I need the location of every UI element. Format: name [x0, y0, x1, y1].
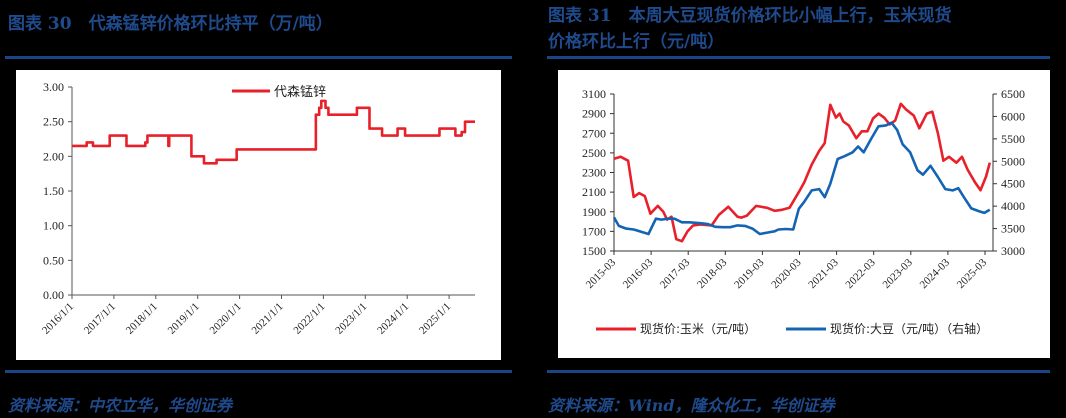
- right-figure-title-line2: 价格环比上行（元/吨）: [548, 32, 725, 52]
- left-figure-title: 图表 30 代森锰锌价格环比持平（万/吨）: [8, 14, 333, 34]
- left-y-tick-label: 0.00: [43, 288, 64, 302]
- right-axis-tick-label: 6000: [1001, 109, 1025, 123]
- right-title-rule: [547, 56, 1050, 59]
- right-x-tick-label: 2021-03: [806, 256, 841, 291]
- left-source-note: 资料来源：中农立华，华创证券: [8, 396, 233, 415]
- left-axis-tick-label: 2700: [582, 126, 606, 140]
- right-x-tick-label: 2023-03: [881, 256, 916, 291]
- right-axis-tick-label: 4500: [1001, 177, 1025, 191]
- left-legend-label: 代森锰锌: [274, 85, 326, 100]
- left-x-tick-label: 2022/1/1: [291, 301, 327, 337]
- right-axis-tick-label: 4000: [1001, 199, 1025, 213]
- right-x-tick-label: 2020-03: [769, 256, 804, 291]
- right-axis-tick-label: 3500: [1001, 222, 1025, 236]
- left-y-tick-label: 2.50: [43, 115, 64, 129]
- left-x-tick-label: 2018/1/1: [124, 301, 160, 337]
- right-source-rule: [547, 370, 1050, 373]
- left-y-tick-label: 0.50: [43, 253, 64, 267]
- soybean-legend-label: 现货价:大豆（元/吨）（右轴）: [830, 321, 988, 336]
- left-axis-tick-label: 1900: [582, 205, 606, 219]
- left-y-tick-label: 1.50: [43, 184, 64, 198]
- left-source-rule: [5, 370, 512, 373]
- left-axis-tick-label: 1700: [582, 224, 606, 238]
- right-chart: 1500 1700 1900 2100 2300 2500 2700 2900 3100 3000…: [582, 87, 1025, 336]
- left-x-tick-label: 2023/1/1: [333, 301, 369, 337]
- left-y-tick-label: 2.00: [43, 149, 64, 163]
- left-series-line: [72, 99, 475, 165]
- left-chart-panel: 0.00 0.50 1.00 1.50 2.00 2.50 3.00 2016/1/1 2017…: [16, 70, 501, 360]
- right-x-tick-label: 2019-03: [732, 256, 767, 291]
- soybean-price-line: [612, 121, 991, 236]
- right-axis-tick-label: 5000: [1001, 154, 1025, 168]
- left-x-tick-label: 2024/1/1: [375, 301, 411, 337]
- left-chart: 0.00 0.50 1.00 1.50 2.00 2.50 3.00 2016/1/1 2017…: [40, 80, 475, 337]
- right-axis-tick-label: 6500: [1001, 87, 1025, 101]
- corn-price-line: [613, 102, 992, 243]
- right-chart-panel: 1500 1700 1900 2100 2300 2500 2700 2900 3100 3000…: [558, 70, 1050, 358]
- right-figure-title-line1: 图表 31 本周大豆现货价格环比小幅上行，玉米现货: [548, 6, 952, 26]
- right-x-tick-label: 2025-03: [955, 256, 990, 291]
- left-axis-tick-label: 2900: [582, 107, 606, 121]
- left-x-tick-label: 2019/1/1: [166, 301, 202, 337]
- left-y-tick-label: 1.00: [43, 219, 64, 233]
- right-axis-tick-label: 3000: [1001, 244, 1025, 258]
- right-x-tick-label: 2024-03: [918, 256, 953, 291]
- right-source-note: 资料来源：Wind，隆众化工，华创证券: [548, 396, 835, 415]
- corn-legend-label: 现货价:玉米（元/吨）: [640, 321, 756, 336]
- right-x-tick-label: 2018-03: [695, 256, 730, 291]
- right-x-tick-label: 2016-03: [621, 256, 656, 291]
- right-axis-tick-label: 5500: [1001, 132, 1025, 146]
- left-x-tick-label: 2021/1/1: [249, 301, 285, 337]
- left-axis-tick-label: 2500: [582, 146, 606, 160]
- right-x-tick-label: 2017-03: [658, 256, 693, 291]
- left-x-tick-label: 2016/1/1: [40, 301, 76, 337]
- left-axis-tick-label: 1500: [582, 244, 606, 258]
- left-y-tick-label: 3.00: [43, 80, 64, 94]
- left-x-tick-label: 2017/1/1: [82, 301, 118, 337]
- left-x-tick-label: 2025/1/1: [417, 301, 453, 337]
- left-x-tick-label: 2020/1/1: [208, 301, 244, 337]
- left-axis-tick-label: 3100: [582, 87, 606, 101]
- left-axis-tick-label: 2300: [582, 166, 606, 180]
- left-title-rule: [5, 56, 512, 59]
- right-x-tick-label: 2015-03: [584, 256, 619, 291]
- right-x-tick-label: 2022-03: [843, 256, 878, 291]
- left-axis-tick-label: 2100: [582, 185, 606, 199]
